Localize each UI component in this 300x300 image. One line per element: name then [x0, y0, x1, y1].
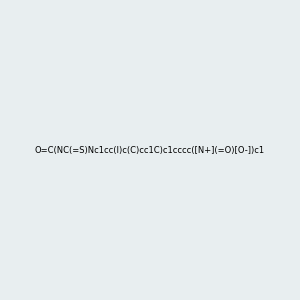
Text: O=C(NC(=S)Nc1cc(I)c(C)cc1C)c1cccc([N+](=O)[O-])c1: O=C(NC(=S)Nc1cc(I)c(C)cc1C)c1cccc([N+](=… [35, 146, 265, 154]
